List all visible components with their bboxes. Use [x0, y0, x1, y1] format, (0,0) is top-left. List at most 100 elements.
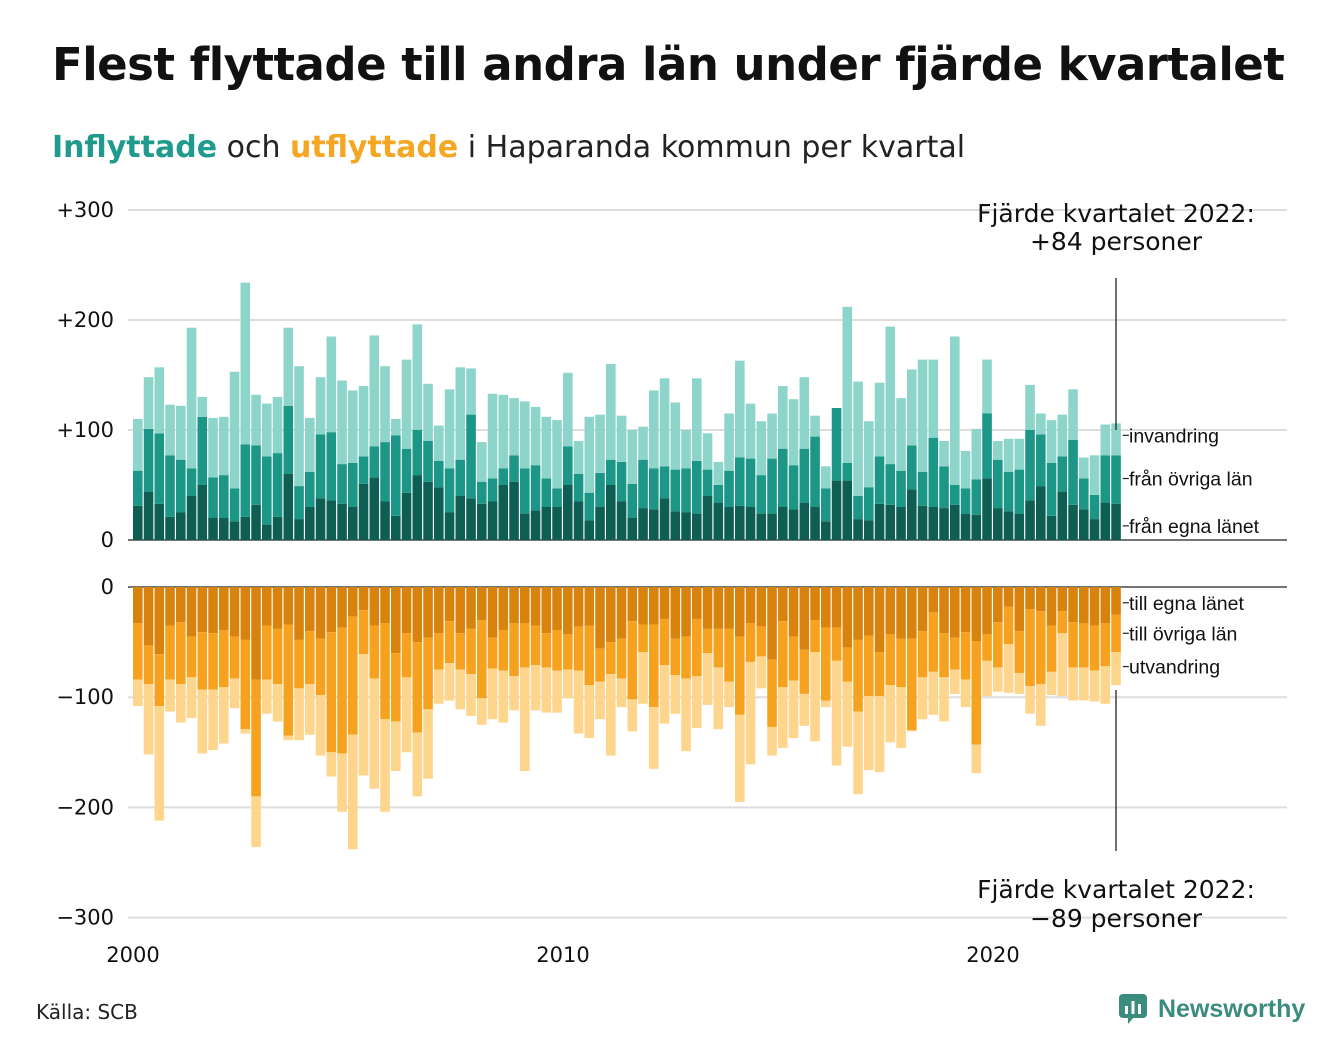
bar-segment-out	[401, 633, 412, 678]
bar-segment-in	[262, 403, 272, 457]
series-labels: invandring från övriga län från egna länet…	[1122, 425, 1260, 679]
bar-segment-in	[993, 459, 1003, 509]
bar-segment-in	[444, 468, 455, 513]
bar-segment-out	[778, 587, 788, 622]
bar-segment-out	[283, 587, 294, 625]
bar-segment-in	[477, 503, 487, 540]
bar-segment-out	[1036, 611, 1046, 684]
bar-segment-out	[874, 587, 885, 653]
bar-segment-out	[788, 587, 799, 637]
bar-segment-in	[638, 426, 648, 460]
bar-segment-in	[520, 513, 530, 540]
bar-segment-in	[176, 405, 186, 460]
bar-segment-in	[960, 450, 971, 489]
bar-segment-out	[810, 620, 820, 653]
bar-segment-out	[520, 623, 530, 668]
bar-segment-in	[272, 453, 283, 517]
bar-segment-in	[380, 442, 390, 502]
bar-segment-in	[1014, 513, 1025, 540]
bar-segment-out	[509, 623, 519, 677]
bar-segment-in	[240, 282, 251, 445]
bar-segment-out	[305, 587, 315, 632]
bar-segment-out	[1100, 587, 1111, 624]
bar-segment-in	[133, 419, 143, 471]
bar-segment-in	[1100, 424, 1111, 456]
subtitle-inflyttade: Inflyttade	[52, 130, 218, 165]
bar-segment-out	[1046, 671, 1057, 695]
bar-segment-out	[767, 587, 777, 660]
bar-segment-in	[692, 378, 702, 461]
bar-segment-out	[573, 626, 584, 671]
bar-segment-in	[864, 421, 874, 488]
bar-segment-in	[810, 507, 820, 540]
bar-segment-out	[498, 587, 509, 630]
bar-segment-in	[1079, 509, 1089, 540]
brand-logo[interactable]: Newsworthy	[1118, 993, 1305, 1025]
bar-segment-in	[767, 513, 777, 540]
bar-segment-in	[498, 485, 509, 540]
bar-segment-in	[1100, 502, 1111, 540]
bar-segment-out	[326, 752, 337, 777]
bar-segment-out	[208, 587, 218, 634]
bar-segment-in	[799, 502, 810, 540]
bar-segment-out	[681, 678, 691, 752]
bar-segment-out	[1057, 587, 1068, 612]
bar-segment-in	[971, 428, 982, 480]
bar-segment-out	[1014, 587, 1025, 632]
bar-segment-out	[262, 679, 272, 714]
bar-segment-out	[563, 669, 573, 699]
bar-segment-in	[573, 474, 584, 502]
bar-segment-out	[466, 587, 476, 629]
bar-segment-in	[1036, 434, 1046, 487]
bar-segment-in	[831, 408, 842, 481]
bar-segment-out	[423, 637, 433, 710]
bar-segment-in	[788, 509, 799, 540]
bar-segment-in	[520, 401, 530, 469]
bar-segment-in	[229, 371, 240, 489]
bar-segment-in	[262, 524, 272, 540]
bar-segment-out	[1036, 587, 1046, 612]
bar-segment-in	[348, 390, 358, 463]
bar-segment-out	[358, 610, 369, 655]
x-tick-label: 2020	[966, 943, 1019, 967]
bar-segment-in	[477, 442, 487, 482]
bar-segment-out	[724, 587, 734, 629]
bar-segment-in	[229, 488, 240, 522]
bar-segment-in	[821, 466, 831, 489]
bar-segment-out	[702, 653, 713, 705]
bar-segment-out	[831, 627, 842, 661]
bar-segment-in	[713, 485, 724, 503]
bar-segment-out	[724, 681, 734, 708]
bar-segment-out	[262, 625, 272, 680]
bar-segment-in	[939, 441, 949, 467]
bar-segment-in	[713, 502, 724, 540]
bar-segment-out	[487, 587, 498, 638]
bar-segment-in	[702, 496, 713, 540]
bar-segment-out	[563, 634, 573, 670]
bar-segment-in	[326, 432, 337, 501]
bar-segment-out	[315, 694, 326, 756]
bar-segment-out	[864, 696, 874, 770]
bar-segment-in	[692, 460, 702, 514]
y-tick-label: −100	[56, 685, 114, 709]
bar-segment-out	[960, 679, 971, 708]
bar-segment-out	[1079, 667, 1089, 701]
y-tick-label: +300	[56, 198, 114, 222]
bar-segment-out	[154, 654, 165, 707]
bar-segment-in	[176, 512, 186, 540]
bar-segment-in	[509, 481, 519, 540]
bar-segment-in	[885, 504, 896, 540]
bar-segment-in	[638, 508, 648, 540]
bar-segment-out	[143, 587, 154, 646]
bar-segment-out	[1025, 587, 1035, 610]
bar-segment-in	[907, 369, 917, 446]
subtitle-utflyttade: utflyttade	[290, 130, 459, 165]
bar-segment-out	[982, 634, 992, 661]
bar-segment-in	[455, 459, 466, 496]
bar-segment-out	[240, 729, 251, 734]
bar-segment-out	[552, 629, 562, 671]
bar-segment-out	[487, 637, 498, 669]
bar-segment-in	[412, 430, 423, 476]
bar-segment-out	[853, 639, 863, 712]
bar-segment-in	[498, 394, 509, 469]
